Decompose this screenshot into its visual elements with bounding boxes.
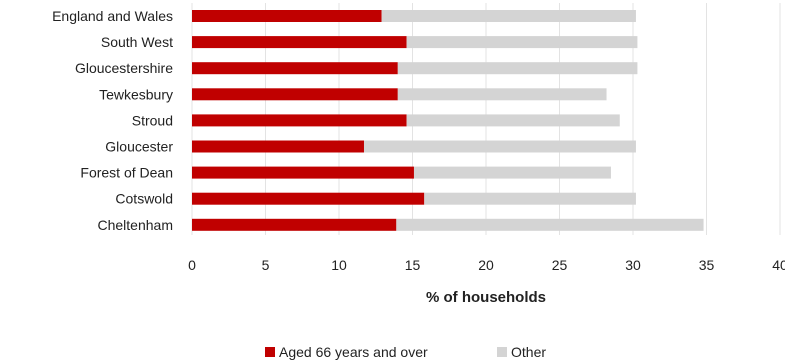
bar-aged-66-plus — [192, 88, 398, 101]
category-label: Cheltenham — [98, 217, 174, 233]
x-tick-label: 5 — [262, 257, 270, 273]
bar-aged-66-plus — [192, 166, 414, 179]
category-label: South West — [101, 34, 173, 50]
category-labels: England and Wales South West Gloucestershi… — [52, 8, 173, 233]
bar-aged-66-plus — [192, 36, 407, 49]
x-tick-labels: 0 5 10 15 20 25 30 35 40 — [188, 257, 785, 273]
category-label: Gloucestershire — [75, 60, 173, 76]
category-label: Tewkesbury — [99, 86, 173, 102]
x-tick-label: 15 — [405, 257, 421, 273]
x-tick-label: 10 — [331, 257, 347, 273]
legend-label: Aged 66 years and over — [279, 344, 428, 360]
category-label: Forest of Dean — [80, 165, 173, 181]
x-tick-label: 40 — [772, 257, 785, 273]
category-label: Gloucester — [105, 139, 173, 155]
x-tick-label: 25 — [552, 257, 568, 273]
x-tick-label: 30 — [625, 257, 641, 273]
bar-aged-66-plus — [192, 114, 407, 127]
x-tick-label: 20 — [478, 257, 494, 273]
bar-aged-66-plus — [192, 192, 425, 205]
bar-aged-66-plus — [192, 218, 397, 231]
category-label: England and Wales — [52, 8, 173, 24]
bar-other — [396, 218, 704, 231]
bar-aged-66-plus — [192, 140, 364, 153]
x-axis-title: % of households — [426, 289, 546, 306]
bar-other — [397, 88, 607, 101]
bar-other — [381, 10, 636, 22]
legend-swatch — [497, 347, 507, 357]
bar-aged-66-plus — [192, 10, 382, 22]
category-label: Cotswold — [115, 191, 173, 207]
bar-other — [413, 166, 611, 179]
legend-label: Other — [511, 344, 546, 360]
category-label: Stroud — [132, 112, 173, 128]
bars — [192, 10, 704, 231]
x-tick-label: 0 — [188, 257, 196, 273]
bar-other — [406, 114, 620, 127]
bar-other — [397, 62, 638, 75]
bar-other — [406, 36, 638, 49]
bar-aged-66-plus — [192, 62, 398, 75]
bar-other — [363, 140, 636, 153]
legend: Aged 66 years and over Other — [265, 344, 546, 360]
x-tick-label: 35 — [699, 257, 715, 273]
bar-other — [424, 192, 636, 205]
legend-swatch — [265, 347, 275, 357]
